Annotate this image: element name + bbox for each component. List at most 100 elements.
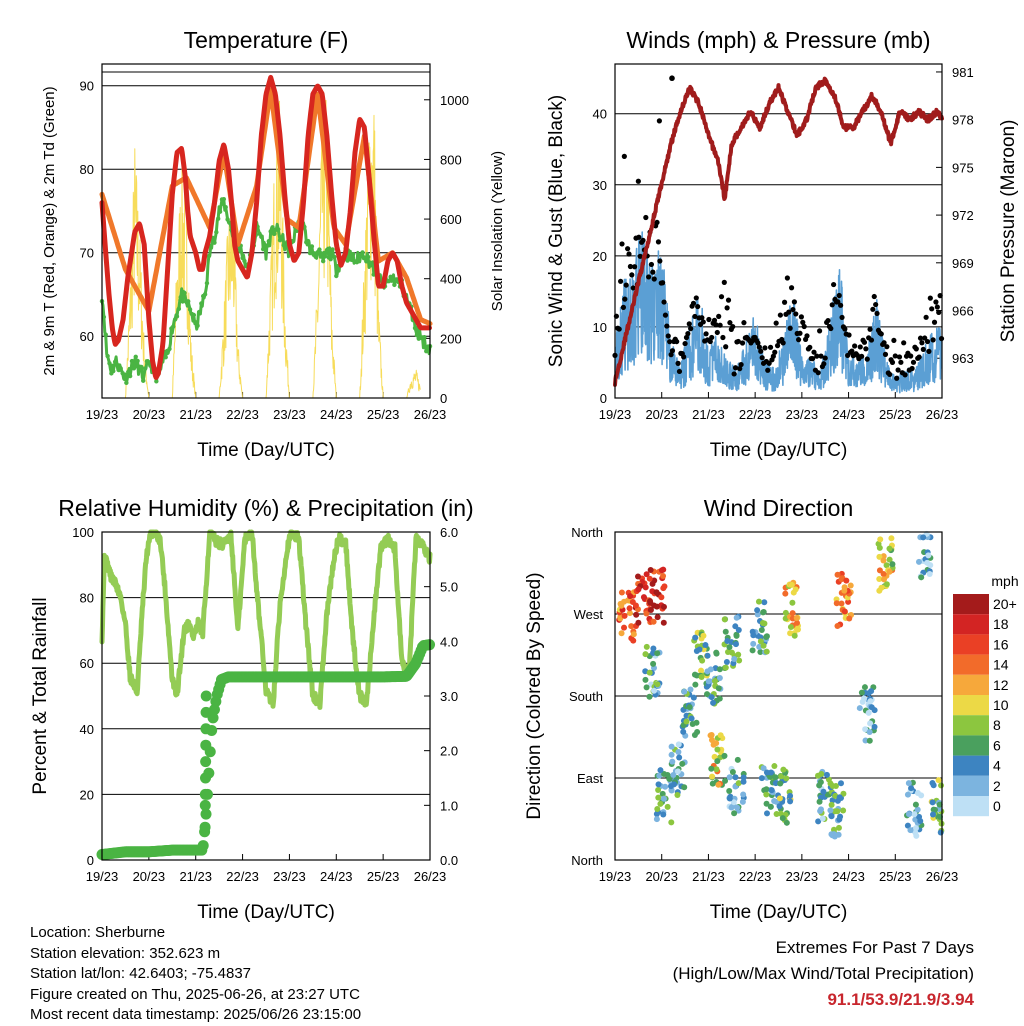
direction-point	[721, 616, 728, 623]
direction-point	[913, 832, 920, 839]
wind-gust-point	[933, 299, 939, 305]
direction-point	[834, 808, 841, 815]
dewpoint-point	[122, 376, 127, 382]
x-axis-title: Time (Day/UTC)	[710, 440, 848, 461]
wind-gust-point	[916, 354, 922, 360]
direction-point	[635, 586, 642, 593]
wind-gust-point	[795, 337, 802, 343]
dewpoint-point	[141, 378, 146, 383]
plot-frame	[101, 531, 431, 861]
x-tick-label: 23/23	[786, 869, 819, 884]
y-tick-label: 80	[80, 162, 94, 177]
wind-gust-point	[791, 299, 797, 305]
direction-point	[880, 557, 887, 564]
wind-gust-point	[913, 346, 919, 352]
direction-point	[627, 593, 634, 600]
wind-gust-point	[909, 365, 915, 372]
wind-gust-point	[706, 316, 712, 323]
station-info: Location: Sherburne Station elevation: 3…	[30, 923, 361, 1026]
direction-point	[621, 612, 628, 619]
direction-point	[840, 807, 847, 814]
direction-point	[782, 590, 789, 597]
temp-2m-line	[99, 74, 432, 380]
direction-point	[817, 779, 824, 786]
direction-point	[668, 743, 675, 750]
dewpoint-point	[345, 258, 350, 263]
legend-swatch	[953, 715, 989, 736]
y2-axis-title: Solar Insolation (Yellow)	[489, 151, 506, 311]
precip-point	[200, 690, 212, 702]
rh-line	[99, 529, 433, 710]
y-tick-label: 100	[72, 525, 94, 540]
dewpoint-point	[270, 225, 275, 230]
y-tick-label: North	[571, 525, 603, 540]
y2-tick-label: 600	[440, 212, 462, 227]
wind-gust-point	[881, 340, 887, 346]
direction-point	[836, 816, 843, 823]
direction-point	[828, 801, 835, 808]
panel-title: Temperature (F)	[184, 27, 349, 53]
wind-gust-point	[621, 153, 627, 159]
direction-point	[618, 630, 625, 637]
x-tick-label: 20/23	[133, 407, 166, 422]
dewpoint-point	[154, 379, 159, 384]
direction-point	[681, 784, 688, 791]
y2-tick-label: 800	[440, 152, 462, 167]
direction-point	[633, 611, 640, 618]
direction-point	[929, 799, 936, 806]
direction-point	[767, 803, 774, 810]
y-tick-label: 60	[80, 329, 94, 344]
direction-point	[618, 602, 625, 609]
direction-point	[710, 699, 717, 706]
direction-point	[698, 674, 705, 681]
y-tick-label: South	[569, 689, 603, 704]
wind-gust-point	[637, 253, 643, 259]
direction-point	[847, 582, 854, 589]
direction-point	[686, 704, 693, 711]
dewpoint-point	[424, 348, 429, 354]
direction-point	[732, 774, 739, 781]
direction-point	[789, 610, 796, 617]
x-tick-label: 19/23	[599, 869, 632, 884]
direction-point	[787, 792, 794, 799]
dewpoint-point	[272, 231, 277, 236]
wind-gust-point	[927, 295, 933, 301]
direction-point	[710, 741, 717, 748]
direction-point	[630, 631, 637, 638]
temp-9m-line	[99, 87, 433, 327]
wind-gust-point	[894, 375, 900, 381]
direction-point	[647, 606, 654, 613]
wind-gust-point	[632, 264, 638, 270]
wind-gust-point	[730, 324, 736, 330]
direction-point	[837, 780, 844, 787]
direction-point	[679, 760, 686, 767]
direction-point	[655, 786, 662, 793]
direction-point	[876, 576, 883, 583]
y-axis-title: Percent & Total Rainfall	[30, 597, 51, 794]
direction-point	[763, 634, 770, 641]
wind-gust-point	[738, 361, 744, 368]
direction-point	[690, 694, 697, 701]
direction-point	[653, 811, 660, 818]
precip-point	[200, 706, 212, 718]
x-tick-label: 25/23	[879, 869, 912, 884]
direction-point	[856, 705, 863, 712]
y-tick-label: 0	[600, 391, 607, 406]
wind-gust-point	[636, 234, 642, 240]
direction-point	[715, 781, 722, 788]
legend-label: 18	[993, 616, 1009, 632]
legend-swatch	[953, 735, 989, 756]
direction-point	[708, 765, 715, 772]
direction-point	[687, 686, 694, 693]
direction-point	[914, 790, 921, 797]
direction-point	[714, 758, 721, 765]
direction-point	[883, 581, 890, 588]
plot-frame	[614, 531, 943, 861]
dewpoint-point	[135, 358, 140, 364]
wind-gust-point	[732, 365, 739, 371]
wind-gust-point	[762, 345, 768, 351]
wind-gust-point	[683, 334, 690, 341]
direction-point	[859, 698, 866, 705]
direction-point	[773, 810, 780, 817]
x-tick-label: 20/23	[645, 869, 678, 884]
